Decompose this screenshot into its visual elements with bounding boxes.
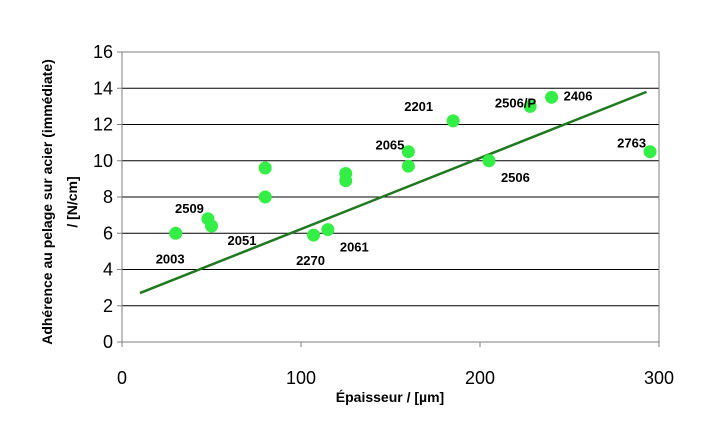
x-tick-label: 200: [465, 368, 495, 388]
data-point: [401, 159, 415, 173]
data-point-label: 2506: [501, 170, 530, 185]
y-tick-label: 10: [93, 151, 113, 171]
x-tick-label: 0: [117, 368, 127, 388]
data-point-label: 2506/P: [495, 95, 537, 110]
y-tick-label: 16: [93, 42, 113, 62]
gridlines: [122, 51, 659, 307]
x-tick-label: 100: [286, 368, 316, 388]
y-tick-label: 0: [103, 332, 113, 352]
data-point-label: 2061: [340, 240, 369, 255]
y-tick-label: 2: [103, 296, 113, 316]
data-point: [169, 226, 183, 240]
data-point: [307, 228, 321, 242]
data-point: [523, 99, 537, 113]
y-axis-title-line-2: / [N/cm]: [64, 176, 80, 227]
data-point-label: 2763: [617, 136, 646, 151]
y-tick-labels: 0 2 4 6 8 10 12 14 16: [93, 42, 113, 352]
trendline-group: [139, 90, 647, 295]
data-point-label: 2406: [564, 88, 593, 103]
data-point: [339, 174, 353, 188]
data-point: [482, 154, 496, 168]
y-tick-label: 12: [93, 115, 113, 135]
data-point: [401, 145, 415, 159]
data-point-label: 2509: [175, 201, 204, 216]
x-axis-title: Épaisseur / [µm]: [336, 389, 444, 405]
data-point: [321, 223, 335, 237]
data-point: [643, 145, 657, 159]
data-point: [258, 190, 272, 204]
data-point: [205, 219, 218, 233]
y-axis-title-line-1: Adhérence au pelage sur acier (immédiate…: [39, 59, 55, 345]
data-point: [258, 161, 272, 175]
data-point-label: 2270: [296, 253, 325, 268]
y-tick-label: 6: [103, 223, 113, 243]
data-point: [545, 90, 559, 104]
data-point-labels: 2003 2509 2051 2270 2061 2065 2201 2506 2506/P 24…: [156, 88, 646, 268]
data-point-label: 2051: [228, 233, 257, 248]
y-tick-label: 4: [103, 260, 113, 280]
y-tick-label: 14: [93, 78, 113, 98]
axes: [117, 51, 660, 347]
data-point-label: 2003: [156, 251, 185, 266]
data-point: [446, 114, 460, 128]
data-point-label: 2065: [375, 138, 404, 153]
x-tick-labels: 0 100 200 300: [117, 368, 674, 388]
trendline: [139, 90, 647, 295]
x-tick-label: 300: [644, 368, 674, 388]
y-tick-label: 8: [103, 187, 113, 207]
data-point-label: 2201: [404, 99, 433, 114]
data-points: [169, 90, 657, 242]
